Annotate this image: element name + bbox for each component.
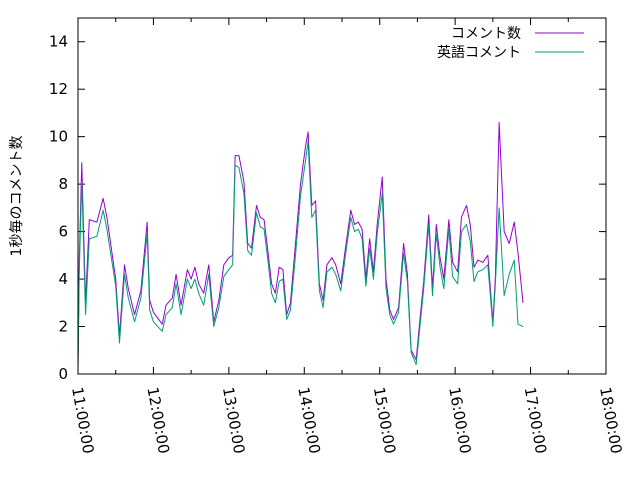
y-tick-label: 10	[49, 128, 68, 146]
legend-label: コメント数	[451, 26, 521, 42]
y-tick-label: 4	[58, 270, 68, 288]
y-tick-label: 2	[58, 318, 68, 336]
y-tick-label: 6	[58, 223, 68, 241]
y-tick-label: 12	[49, 80, 68, 98]
series-line-0	[77, 121, 524, 370]
y-tick-label: 14	[49, 33, 68, 51]
plot-frame	[77, 17, 607, 375]
y-axis-title: 1秒毎のコメント数	[9, 136, 25, 257]
series-group	[77, 121, 524, 372]
y-axis-ticks: 0 2 4 6 8 10 12 14	[49, 33, 606, 383]
y-tick-label: 8	[58, 175, 68, 193]
legend-label: 英語コメント	[437, 44, 521, 61]
series-line-1	[77, 140, 524, 372]
y-tick-label: 0	[58, 365, 68, 383]
